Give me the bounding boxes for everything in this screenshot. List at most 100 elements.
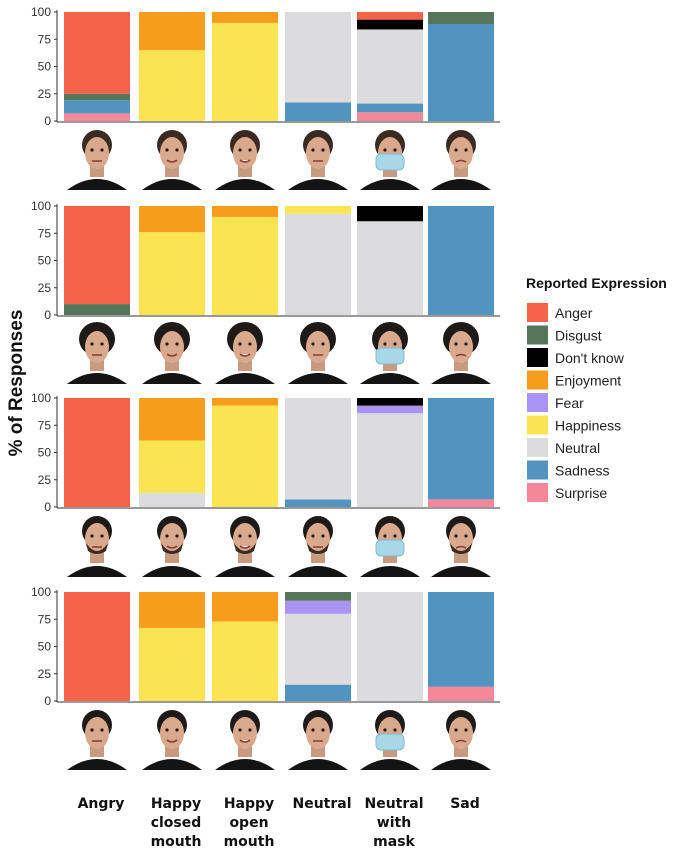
face-mouth-smile <box>239 159 251 163</box>
bar-segment-sadness <box>285 684 351 701</box>
bar-segment-surprise <box>64 113 130 121</box>
bar-segment-disgust <box>64 93 130 101</box>
face-eye <box>311 728 315 732</box>
face-shirt <box>67 179 127 190</box>
panel-1: 0 25 50 75 100 <box>31 5 500 128</box>
face-shirt <box>431 179 491 190</box>
bar-segment-happiness <box>139 627 205 701</box>
bar-segment-enjoyment <box>212 12 278 23</box>
bar-segment-disgust <box>64 304 130 315</box>
legend-label: Disgust <box>555 328 602 344</box>
face-beard <box>307 543 329 554</box>
face-mask <box>375 733 405 751</box>
face-eye <box>321 534 325 538</box>
bar-segment-fear <box>285 600 351 614</box>
bar-segment-sadness <box>428 398 494 500</box>
face-skin <box>85 137 109 169</box>
face-eye <box>464 148 468 152</box>
legend-label: Surprise <box>555 485 607 501</box>
face-skin <box>233 523 257 555</box>
face-skin <box>160 717 184 749</box>
face-eye <box>165 728 169 732</box>
face-mask <box>375 347 405 365</box>
face-eye <box>90 342 94 346</box>
y-tick-label: 100 <box>31 199 51 213</box>
face-eye <box>311 534 315 538</box>
face-eye <box>238 342 242 346</box>
face-skin <box>449 523 473 555</box>
face-eye <box>464 342 468 346</box>
face-eye <box>311 148 315 152</box>
legend-label: Don't know <box>555 350 625 366</box>
face-eye <box>175 728 179 732</box>
face-skin <box>85 331 109 363</box>
y-tick-label: 25 <box>38 667 52 681</box>
face-shirt <box>360 373 420 384</box>
face-eye <box>454 534 458 538</box>
stimulus-face-photo <box>360 707 420 770</box>
legend-swatch-enjoyment <box>527 370 548 390</box>
category-label-line: Happy <box>224 796 274 812</box>
face-eye <box>165 534 169 538</box>
face-skin <box>85 717 109 749</box>
face-eye <box>238 728 242 732</box>
face-skin <box>306 331 330 363</box>
legend-swatch-fear <box>527 393 548 412</box>
face-eye <box>248 342 252 346</box>
y-tick-label: 50 <box>38 60 52 74</box>
y-tick-label: 25 <box>38 281 52 295</box>
face-eye <box>165 342 169 346</box>
y-tick-label: 0 <box>44 500 51 514</box>
face-mask <box>375 539 405 557</box>
bar-segment-enjoyment <box>212 206 278 217</box>
face-shirt <box>431 566 491 577</box>
face-eye <box>90 148 94 152</box>
bar-segment-happiness <box>139 440 205 493</box>
y-tick-label: 75 <box>38 612 52 626</box>
stimulus-face-photo <box>67 513 127 577</box>
bar-segment-happiness <box>139 50 205 121</box>
category-label-line: mouth <box>224 834 275 850</box>
stimulus-face-photo <box>288 513 348 577</box>
face-skin <box>306 717 330 749</box>
bar-segment-happiness <box>285 206 351 214</box>
face-shirt <box>215 759 275 770</box>
face-eye <box>238 534 242 538</box>
face-shirt <box>215 373 275 384</box>
face-eye <box>248 148 252 152</box>
bar-segment-neutral <box>139 492 205 507</box>
y-tick-label: 100 <box>31 585 51 599</box>
face-eye <box>321 728 325 732</box>
category-label-line: mouth <box>151 834 202 850</box>
stimulus-face-photo <box>142 321 202 384</box>
face-mouth-frown <box>455 159 467 163</box>
stimulus-face-photo <box>67 321 127 384</box>
stimulus-face-photo <box>360 321 420 384</box>
bar-segment-fear <box>357 405 423 414</box>
face-shirt <box>142 179 202 190</box>
face-eye <box>248 534 252 538</box>
category-label-line: closed <box>151 815 202 831</box>
face-mouth-frown <box>455 739 467 743</box>
y-tick-label: 25 <box>38 473 52 487</box>
bar-segment-happiness <box>212 216 278 315</box>
face-eye <box>393 148 397 152</box>
bar-segment-surprise <box>357 112 423 121</box>
legend: Reported Expression Anger Disgust Don't kn… <box>526 275 667 502</box>
category-label-line: Happy <box>151 796 201 812</box>
bar-segment-neutral <box>285 12 351 103</box>
face-eye <box>165 148 169 152</box>
face-eye <box>454 342 458 346</box>
stimulus-face-photo <box>215 513 275 577</box>
face-eye <box>393 728 397 732</box>
legend-label: Anger <box>555 305 593 321</box>
bar-segment-dont <box>357 398 423 406</box>
bar-segment-sadness <box>428 592 494 687</box>
face-eye <box>90 534 94 538</box>
face-shirt <box>288 566 348 577</box>
face-skin <box>449 331 473 363</box>
bar-segment-happiness <box>212 22 278 121</box>
stimulus-face-photo <box>431 127 491 190</box>
bar-segment-anger <box>64 398 130 507</box>
